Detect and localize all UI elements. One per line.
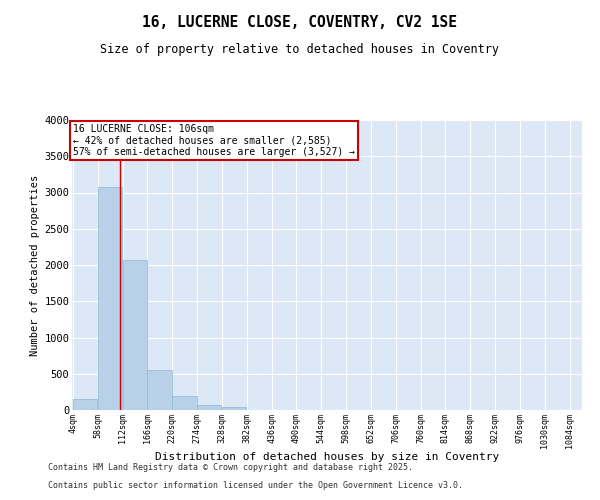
- Bar: [122, 260, 147, 410]
- Text: Contains public sector information licensed under the Open Government Licence v3: Contains public sector information licen…: [48, 481, 463, 490]
- Text: 16, LUCERNE CLOSE, COVENTRY, CV2 1SE: 16, LUCERNE CLOSE, COVENTRY, CV2 1SE: [143, 15, 458, 30]
- Bar: [73, 399, 97, 410]
- Bar: [148, 370, 172, 410]
- Text: Size of property relative to detached houses in Coventry: Size of property relative to detached ho…: [101, 42, 499, 56]
- Text: Contains HM Land Registry data © Crown copyright and database right 2025.: Contains HM Land Registry data © Crown c…: [48, 464, 413, 472]
- Y-axis label: Number of detached properties: Number of detached properties: [30, 174, 40, 356]
- Bar: [222, 408, 246, 410]
- Bar: [197, 404, 221, 410]
- Text: 16 LUCERNE CLOSE: 106sqm
← 42% of detached houses are smaller (2,585)
57% of sem: 16 LUCERNE CLOSE: 106sqm ← 42% of detach…: [73, 124, 355, 157]
- Bar: [172, 396, 197, 410]
- Bar: [98, 187, 122, 410]
- X-axis label: Distribution of detached houses by size in Coventry: Distribution of detached houses by size …: [155, 452, 499, 462]
